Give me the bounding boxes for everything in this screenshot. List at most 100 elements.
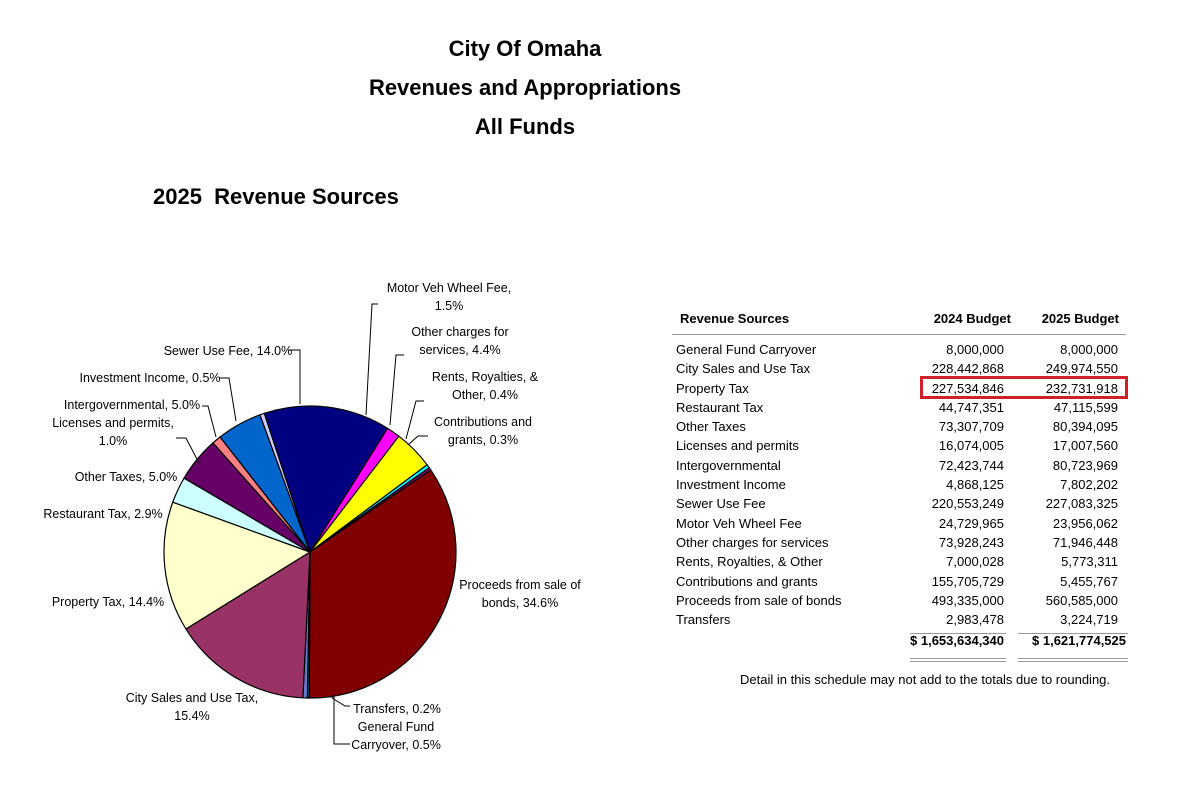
row-name: Investment Income [676,477,786,493]
row-2024: 220,553,249 [931,496,1004,512]
row-name: Intergovernmental [676,457,781,473]
table-row: Rents, Royalties, & Other 7,000,028 5,773,… [672,554,1132,573]
header-2025-budget: 2025 Budget [1041,311,1119,326]
row-2025: 5,455,767 [1060,573,1118,589]
row-2024: 73,307,709 [938,419,1004,435]
total-double-rule-2025-b [1018,661,1128,662]
row-2025: 227,083,325 [1045,496,1118,512]
row-2025: 560,585,000 [1045,592,1118,608]
total-rule-2024-top [910,633,1006,634]
row-2025: 80,394,095 [1052,419,1118,435]
table-row: General Fund Carryover 8,000,000 8,000,000 [672,342,1132,361]
row-name: General Fund Carryover [676,342,817,357]
pie-slice-label: Other charges for services, 4.4% [411,325,508,357]
pie-slice-label: Intergovernmental, 5.0% [64,398,200,412]
pie-leader-line [288,349,301,404]
footnote: Detail in this schedule may not add to t… [740,672,1111,687]
table-row: Transfers 2,983,478 3,224,719 [672,612,1132,631]
row-2025: 47,115,599 [1053,399,1118,415]
row-2024: 493,335,000 [931,592,1004,608]
total-row: $ 1,653,634,340 $ 1,621,774,525 [672,631,1132,653]
row-name: Motor Veh Wheel Fee [676,515,802,531]
pie-slice-label: Motor Veh Wheel Fee, 1.5% [387,281,511,313]
total-double-rule-2024-b [910,661,1006,662]
pie-leader-line [176,437,201,466]
table-row: Other charges for services 73,928,243 71,9… [672,535,1132,554]
pie-leader-line [365,303,378,416]
row-name: City Sales and Use Tax [676,361,811,377]
row-2025: 232,731,918 [1045,380,1118,396]
total-2025: $ 1,621,774,525 [1032,633,1126,649]
row-2024: 228,442,868 [931,361,1004,377]
table-row: Proceeds from sale of bonds 493,335,000 56… [672,593,1132,612]
row-2024: 72,423,744 [938,457,1004,473]
chart-title: 2025 Revenue Sources [153,184,399,209]
pie-slice-label: Investment Income, 0.5% [79,371,220,385]
row-2025: 7,802,202 [1060,477,1118,493]
table-row: Restaurant Tax 44,747,351 47,115,599 [672,400,1132,419]
pie-slice [163,501,312,630]
row-2024: 155,705,729 [931,573,1004,589]
row-2024: 44,747,351 [938,399,1004,415]
row-2024: 24,729,965 [938,515,1004,531]
table-row: Property Tax 227,534,846 232,731,918 [672,381,1132,400]
pie-slice [308,469,457,699]
table-row: Investment Income 4,868,125 7,802,202 [672,477,1132,496]
total-rule-2025-top [1018,633,1128,634]
revenue-pie-chart: General Fund Carryover, 0.5% City Sales an… [43,281,581,752]
pie-leader-line [219,377,237,422]
pie-slice-label: Transfers, 0.2% [353,702,441,716]
page-title-city: City Of Omaha [448,36,602,61]
pie-leader-line [405,400,424,440]
header-divider [672,334,1126,335]
pie-slice-label: Rents, Royalties, & Other, 0.4% [432,370,539,402]
row-2024: 2,983,478 [946,612,1004,628]
pie-leader-line [202,405,217,438]
row-2025: 80,723,969 [1052,457,1118,473]
pie-slice [263,405,389,554]
table-row: Other Taxes 73,307,709 80,394,095 [672,419,1132,438]
row-name: Transfers [676,612,731,628]
row-2024: 4,868,125 [946,477,1004,493]
pie-slice-label: Restaurant Tax, 2.9% [43,507,162,521]
row-2025: 5,773,311 [1061,554,1118,570]
pie-slice [185,550,311,699]
page-title-funds: All Funds [474,114,576,139]
row-2024: 16,074,005 [938,438,1004,454]
pie-slice-label: Property Tax, 14.4% [52,595,164,609]
property-tax-highlight-box [920,376,1128,399]
pie-slice-label: Licenses and permits, 1.0% [52,416,174,448]
row-name: Contributions and grants [676,573,818,589]
row-2024: 8,000,000 [946,342,1004,357]
total-2024: $ 1,653,634,340 [910,633,1004,649]
row-name: Proceeds from sale of bonds [676,592,842,608]
table-body: General Fund Carryover 8,000,000 8,000,000… [672,342,1132,662]
pie-slice-label: Other Taxes, 5.0% [75,470,178,484]
pie-leader-line [407,435,428,446]
pie-slice-label: General Fund Carryover, 0.5% [351,720,441,752]
table-header: Revenue Sources 2024 Budget 2025 Budget [672,308,1132,335]
header-2024-budget: 2024 Budget [933,311,1011,326]
pie-slice [306,551,311,699]
row-name: Licenses and permits [676,438,799,454]
header-revenue-sources: Revenue Sources [680,311,790,326]
pie-slice-label: Sewer Use Fee, 14.0% [164,344,293,358]
row-2024: 73,928,243 [938,534,1004,550]
row-name: Rents, Royalties, & Other [676,554,823,570]
total-double-rule-2025-a [1018,658,1128,659]
page-title-revenues: Revenues and Appropriations [368,75,682,100]
table-row: Licenses and permits 16,074,005 17,007,560 [672,438,1132,457]
pie-leader-line [389,354,404,426]
row-name: Other charges for services [676,534,829,550]
table-row: Motor Veh Wheel Fee 24,729,965 23,956,062 [672,516,1132,535]
total-double-rule-2024-a [910,658,1006,659]
row-2025: 23,956,062 [1052,515,1118,531]
row-2025: 71,946,448 [1052,534,1118,550]
pie-slice-label: Contributions and grants, 0.3% [434,415,532,447]
pie-slice-label: Proceeds from sale of bonds, 34.6% [459,578,581,610]
row-name: Sewer Use Fee [676,496,766,512]
row-2024: 7,000,028 [946,554,1004,570]
row-2025: 249,974,550 [1045,361,1118,377]
row-2025: 3,224,719 [1060,612,1118,628]
row-name: Property Tax [676,380,749,396]
